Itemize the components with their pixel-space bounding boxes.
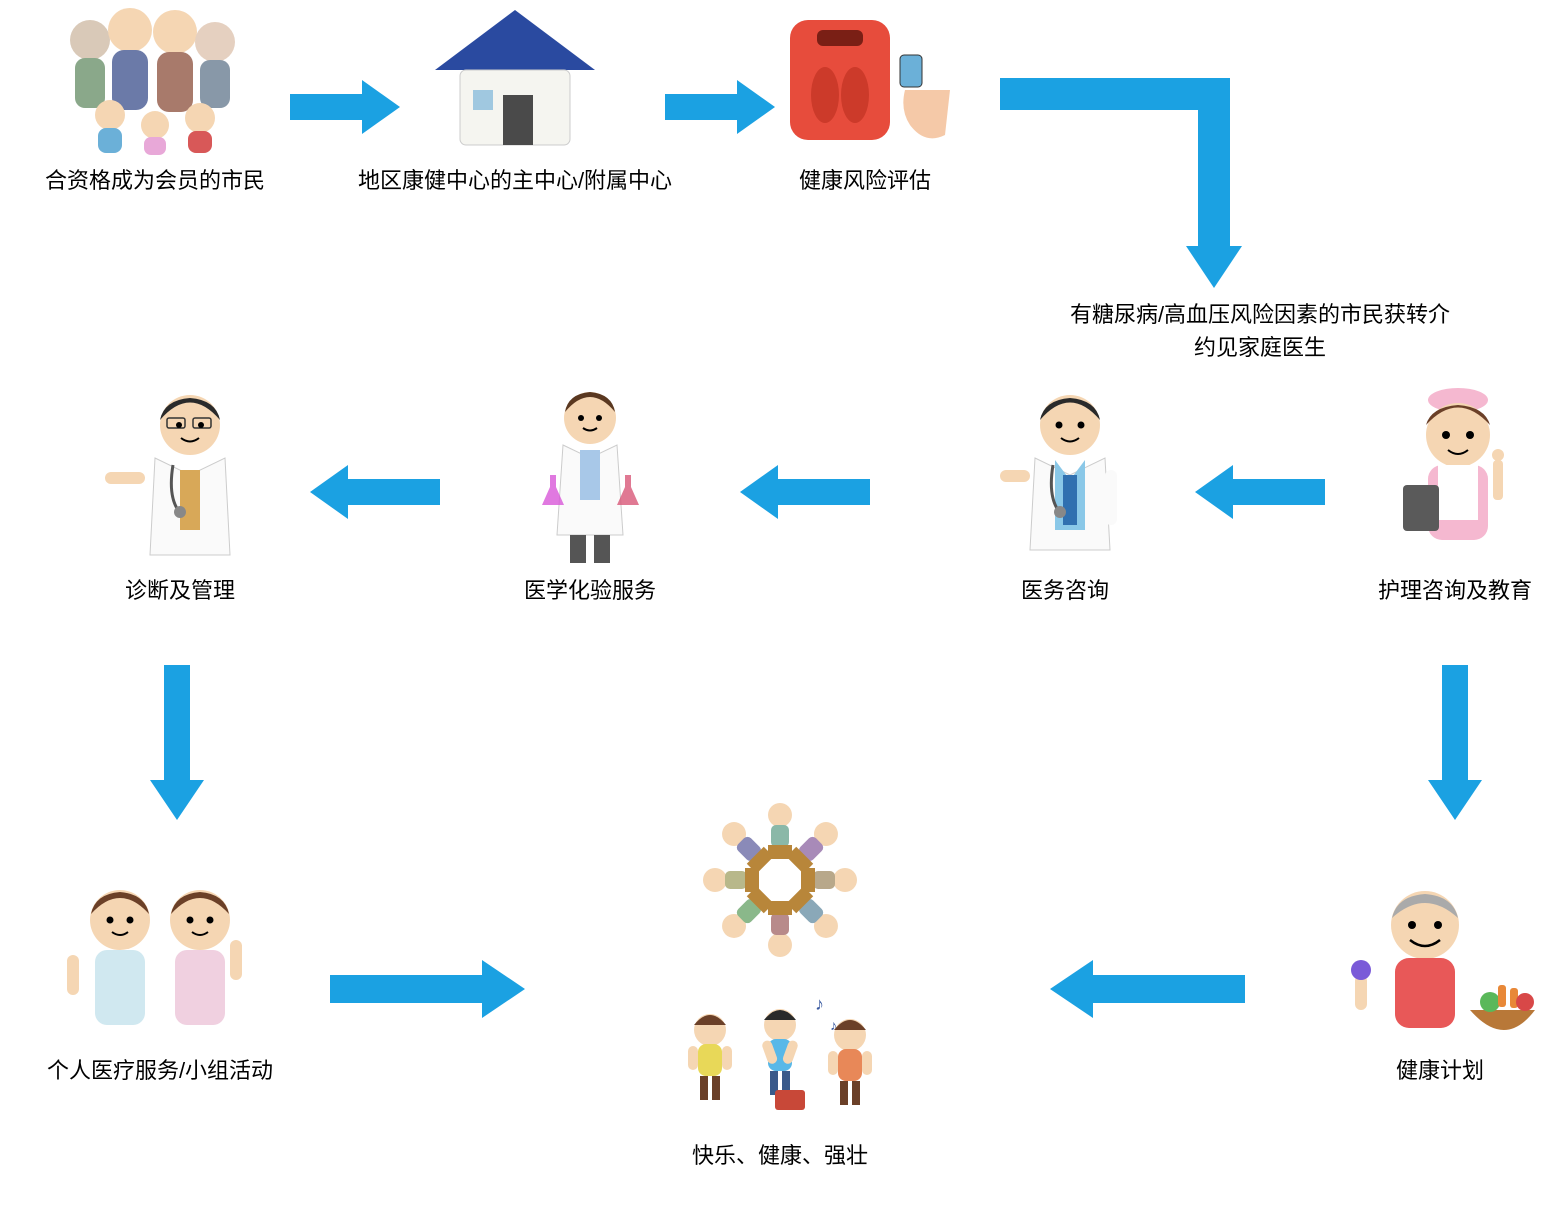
node-label: 健康风险评估 [799, 163, 931, 195]
node-label: 合资格成为会员的市民 [45, 163, 265, 195]
node-label: 快乐、健康、强壮 [692, 1138, 868, 1170]
node-label: 医务咨询 [1021, 573, 1109, 605]
svg-text:♪: ♪ [815, 994, 824, 1014]
node-lab-services: 医学化验服务 [490, 380, 690, 605]
arrow-down-icon [1428, 665, 1482, 825]
svg-text:♪: ♪ [830, 1017, 837, 1033]
family-icon [50, 0, 260, 155]
node-referral-text: 有糖尿病/高血压风险因素的市民获转介 约见家庭医生 [1005, 290, 1515, 364]
arrow-elbow-down-icon [1000, 70, 1250, 295]
arrow-right-icon [665, 80, 775, 139]
node-risk-assessment: 健康风险评估 [750, 0, 980, 195]
arrow-left-icon [310, 465, 440, 524]
node-diagnosis: 诊断及管理 [80, 380, 280, 605]
node-label: 诊断及管理 [125, 573, 235, 605]
happy-group-icon: ♪ ♪ [630, 780, 930, 1130]
exercise-icon [1340, 870, 1540, 1045]
node-label: 护理咨询及教育 [1378, 573, 1532, 605]
doctor2-icon [985, 380, 1145, 565]
node-label: 健康计划 [1396, 1053, 1484, 1085]
arrow-left-icon [1050, 960, 1245, 1023]
node-happy-healthy: ♪ ♪ 快乐、健康、强壮 [620, 780, 940, 1170]
node-nursing-consult: 护理咨询及教育 [1355, 380, 1555, 605]
node-label: 医学化验服务 [524, 573, 656, 605]
labtech-icon [525, 380, 655, 565]
node-label: 个人医疗服务/小组活动 [47, 1053, 273, 1085]
node-medical-consult: 医务咨询 [965, 380, 1165, 605]
staff-icon [55, 870, 265, 1045]
node-eligible-citizens: 合资格成为会员的市民 [40, 0, 270, 195]
arrow-right-icon [330, 960, 525, 1023]
node-individual-services: 个人医疗服务/小组活动 [20, 870, 300, 1085]
arrow-left-icon [740, 465, 870, 524]
doctor1-icon [95, 380, 265, 565]
node-health-plan: 健康计划 [1330, 870, 1550, 1085]
node-label: 有糖尿病/高血压风险因素的市民获转介 约见家庭医生 [1070, 298, 1450, 364]
node-label: 地区康健中心的主中心/附属中心 [358, 163, 672, 195]
scale-icon [775, 0, 955, 155]
arrow-left-icon [1195, 465, 1325, 524]
arrow-down-icon [150, 665, 204, 825]
arrow-right-icon [290, 80, 400, 139]
nurse-icon [1378, 380, 1533, 565]
house-icon [425, 0, 605, 155]
